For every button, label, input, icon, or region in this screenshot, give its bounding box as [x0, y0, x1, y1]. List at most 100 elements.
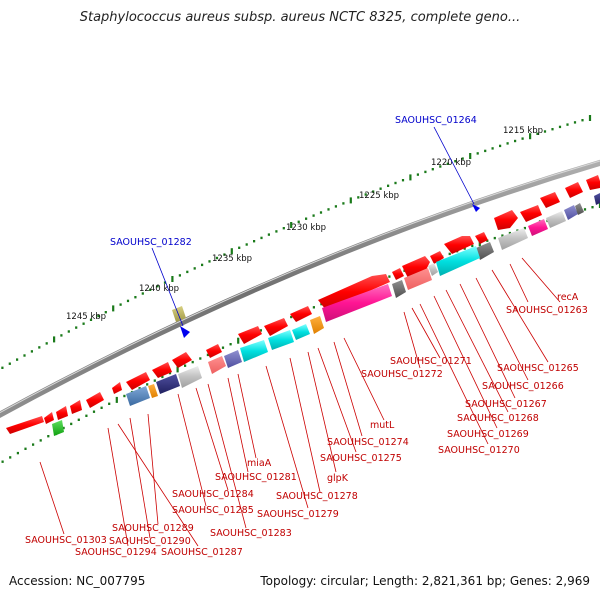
gene-block[interactable]	[594, 193, 600, 205]
gene-arrow[interactable]	[475, 232, 488, 244]
gene-block[interactable]	[172, 306, 186, 322]
gene-label[interactable]: SAOUHSC_01265	[497, 363, 579, 374]
gene-label[interactable]: SAOUHSC_01268	[457, 413, 539, 424]
gene-arrow[interactable]	[206, 344, 222, 358]
gene-arrow[interactable]	[126, 372, 150, 390]
gene-block[interactable]	[404, 268, 432, 290]
gene-label[interactable]: SAOUHSC_01272	[361, 369, 443, 380]
genome-backbone	[0, 159, 600, 418]
gene-arrow[interactable]	[318, 274, 390, 310]
gene-arrow[interactable]	[494, 210, 518, 230]
gene-track-outer[interactable]	[6, 175, 600, 434]
gene-block[interactable]	[240, 340, 268, 362]
gene-label[interactable]: SAOUHSC_01270	[438, 445, 520, 456]
gene-block[interactable]	[428, 263, 438, 276]
kbp-minor-tick	[238, 246, 241, 249]
kbp-minor-tick	[501, 234, 504, 237]
kbp-major-tick	[112, 305, 115, 312]
gene-label[interactable]: SAOUHSC_01303	[25, 535, 107, 546]
gene-arrow[interactable]	[520, 205, 542, 222]
highlight-marker-01264[interactable]	[472, 204, 480, 212]
gene-arrow[interactable]	[392, 268, 404, 280]
gene-label[interactable]: SAOUHSC_01285	[172, 505, 254, 516]
highlight-label[interactable]: SAOUHSC_01264	[395, 115, 477, 126]
gene-block[interactable]	[268, 330, 294, 350]
kbp-minor-tick	[146, 383, 149, 386]
kbp-minor-tick	[39, 439, 42, 442]
kbp-minor-tick	[97, 314, 100, 318]
gene-block[interactable]	[126, 386, 150, 406]
gene-label[interactable]: SAOUHSC_01269	[447, 429, 529, 440]
gene-label[interactable]: miaA	[247, 458, 272, 469]
gene-block[interactable]	[292, 324, 310, 340]
gene-label[interactable]: SAOUHSC_01284	[172, 489, 254, 500]
kbp-labels: 1215 kbp 1220 kbp 1225 kbp 1230 kbp 1235…	[66, 126, 543, 322]
gene-block[interactable]	[148, 384, 158, 398]
gene-block[interactable]	[392, 280, 406, 298]
gene-arrow[interactable]	[70, 400, 82, 414]
kbp-minor-tick	[319, 211, 323, 214]
gene-label[interactable]: SAOUHSC_01287	[161, 547, 243, 558]
gene-label[interactable]: SAOUHSC_01283	[210, 528, 292, 539]
kbp-minor-tick	[267, 233, 270, 236]
gene-block[interactable]	[322, 284, 392, 322]
gene-label[interactable]: SAOUHSC_01266	[482, 381, 564, 392]
gene-block[interactable]	[546, 211, 566, 228]
gene-arrow[interactable]	[112, 382, 122, 394]
gene-block[interactable]	[564, 205, 578, 220]
gene-label[interactable]: SAOUHSC_01289	[112, 523, 194, 534]
gene-arrow[interactable]	[172, 352, 192, 368]
gene-block[interactable]	[498, 228, 528, 250]
gene-arrow[interactable]	[44, 412, 54, 424]
gene-block[interactable]	[528, 219, 548, 236]
gene-arrow[interactable]	[238, 326, 262, 344]
gene-block[interactable]	[575, 203, 584, 215]
gene-block[interactable]	[476, 242, 494, 260]
gene-arrow[interactable]	[430, 251, 444, 264]
gene-block[interactable]	[52, 420, 64, 436]
kbp-minor-tick	[75, 326, 78, 329]
gene-label[interactable]: SAOUHSC_01271	[390, 356, 472, 367]
gene-label[interactable]: SAOUHSC_01278	[276, 491, 358, 502]
kbp-major-tick	[588, 115, 592, 121]
gene-arrow[interactable]	[6, 416, 44, 434]
gene-label[interactable]: SAOUHSC_01279	[257, 509, 339, 520]
gene-track-inner[interactable]	[52, 193, 600, 436]
kbp-minor-tick	[193, 267, 196, 270]
gene-arrow[interactable]	[402, 256, 430, 278]
kbp-label: 1215 kbp	[503, 126, 543, 136]
kbp-minor-tick	[119, 303, 122, 306]
highlight-label[interactable]: SAOUHSC_01282	[110, 237, 192, 248]
gene-label[interactable]: SAOUHSC_01263	[506, 305, 588, 316]
gene-label[interactable]: SAOUHSC_01281	[215, 472, 297, 483]
kbp-label: 1225 kbp	[359, 191, 399, 201]
gene-label[interactable]: mutL	[370, 420, 395, 431]
gene-block[interactable]	[208, 356, 226, 374]
gene-label[interactable]: SAOUHSC_01274	[327, 437, 409, 448]
gene-block[interactable]	[224, 350, 242, 368]
gene-block[interactable]	[156, 374, 180, 394]
gene-arrow[interactable]	[444, 236, 474, 254]
highlight-marker-01282[interactable]	[180, 326, 190, 338]
gene-block[interactable]	[178, 366, 202, 388]
gene-arrow[interactable]	[86, 392, 104, 408]
gene-label[interactable]: SAOUHSC_01267	[465, 399, 547, 410]
gene-label[interactable]: SAOUHSC_01294	[75, 547, 157, 558]
gene-arrow[interactable]	[264, 318, 288, 336]
gene-arrow[interactable]	[540, 192, 560, 208]
gene-arrow[interactable]	[56, 406, 68, 420]
gene-block[interactable]	[310, 316, 324, 334]
gene-arrow[interactable]	[586, 175, 600, 190]
kbp-minor-tick	[275, 230, 278, 233]
gene-arrow[interactable]	[152, 362, 172, 378]
kbp-minor-tick	[508, 231, 511, 235]
gene-arrow[interactable]	[565, 182, 583, 198]
gene-label[interactable]: recA	[557, 292, 579, 303]
gene-label[interactable]: SAOUHSC_01275	[320, 453, 402, 464]
gene-label[interactable]: SAOUHSC_01290	[109, 536, 191, 547]
gene-arrow[interactable]	[290, 306, 312, 322]
gene-label[interactable]: glpK	[327, 473, 349, 484]
kbp-minor-tick	[199, 357, 202, 360]
gene-block[interactable]	[436, 246, 480, 276]
